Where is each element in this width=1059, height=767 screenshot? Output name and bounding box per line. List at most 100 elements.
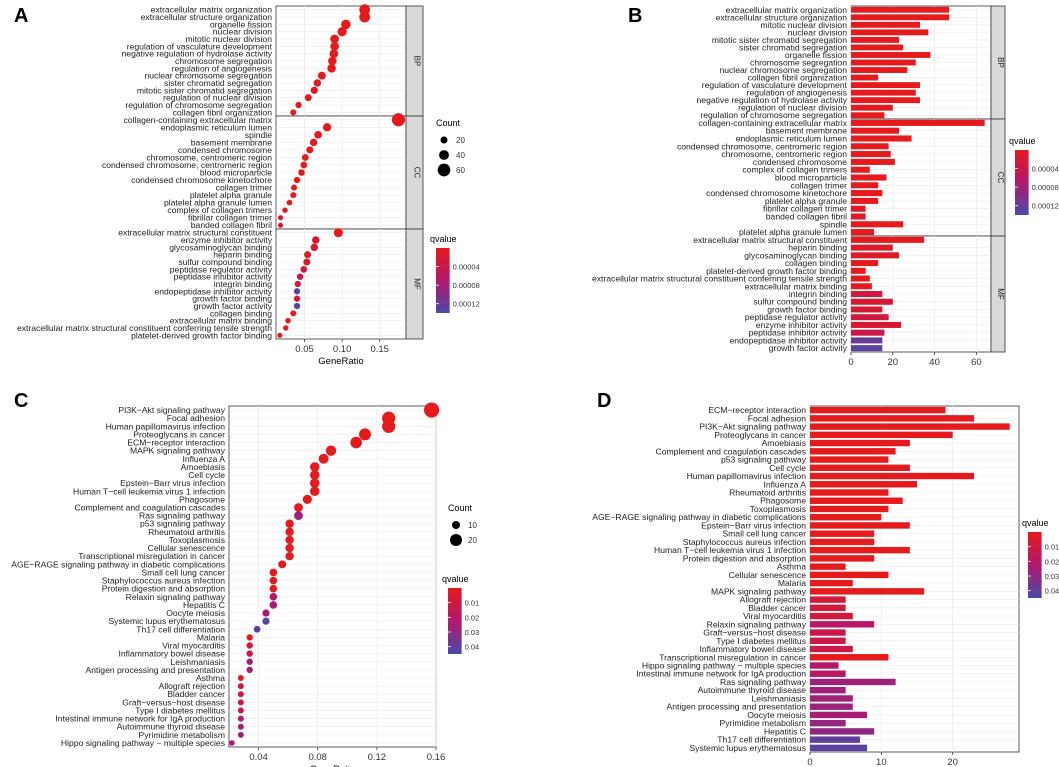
dot-mark: [237, 707, 244, 714]
bar-mark: [810, 670, 846, 677]
bar-mark: [851, 306, 883, 313]
term-label: heparin binding: [213, 250, 272, 260]
term-label: Complement and coagulation cascades: [656, 446, 806, 456]
dot-mark: [285, 317, 291, 324]
term-label: Proteoglycans in cancer: [133, 429, 225, 439]
term-label: endoplasmic reticulum lumen: [736, 134, 848, 144]
term-label: ECM−receptor interaction: [708, 405, 806, 415]
term-label: Systemic lupus erythematosus: [108, 616, 225, 626]
term-label: Systemic lupus erythematosus: [689, 743, 806, 753]
term-label: condensed chromosome: [753, 157, 847, 167]
term-label: ECM−receptor interaction: [127, 438, 225, 448]
term-label: sister chromatid segregation: [739, 42, 847, 52]
term-label: platelet alpha granule: [765, 196, 847, 206]
bar-mark: [810, 637, 846, 644]
bar-mark: [851, 213, 866, 220]
dot-mark: [294, 503, 303, 512]
x-tick-label: 10: [876, 757, 887, 767]
term-label: Ras signaling pathway: [720, 677, 807, 687]
bar-mark: [851, 74, 879, 81]
term-label: nuclear division: [213, 27, 272, 37]
term-label: Hepatitis C: [764, 726, 806, 736]
bar-mark: [810, 456, 889, 463]
dot-mark: [306, 146, 314, 154]
dot-mark: [277, 332, 283, 338]
term-label: Th17 cell differentiation: [717, 735, 806, 745]
dot-mark: [309, 138, 318, 147]
term-label: Oocyte meiosis: [166, 608, 225, 618]
dot-mark: [318, 453, 329, 464]
x-tick-label: 0.15: [370, 344, 389, 355]
term-label: mitotic sister chromatid segregation: [137, 85, 272, 95]
term-label: growth factor binding: [192, 294, 272, 304]
panel-label: C: [14, 390, 28, 412]
bar-mark: [810, 695, 853, 702]
facet-strip-label: MF: [996, 288, 1005, 300]
term-label: complex of collagen trimers: [742, 165, 847, 175]
bar-mark: [810, 711, 868, 719]
term-label: Relaxin signaling pathway: [126, 592, 226, 602]
x-tick-label: 0.05: [295, 344, 314, 355]
dot-mark: [337, 27, 347, 37]
bar-mark: [851, 329, 885, 336]
dot-mark: [293, 288, 301, 295]
x-tick-label: 60: [971, 357, 982, 368]
color-legend-label: 0.01: [1045, 543, 1059, 552]
dot-mark: [333, 228, 343, 238]
dot-mark: [277, 222, 284, 228]
term-label: chromosome segregation: [750, 58, 847, 68]
bar-mark: [851, 119, 985, 126]
dot-mark: [295, 101, 302, 109]
bar-mark: [851, 59, 916, 66]
term-label: extracellular matrix structural constitu…: [118, 228, 272, 238]
panel-label: B: [628, 5, 642, 27]
term-label: Small cell lung cancer: [141, 567, 225, 577]
x-axis-title: GeneRatio: [310, 764, 355, 767]
color-legend-bar: [436, 248, 450, 313]
x-tick-label: 0: [807, 757, 812, 767]
dot-mark: [350, 436, 362, 449]
term-label: chromosome segregation: [175, 56, 272, 66]
bar-mark: [810, 579, 853, 587]
term-label: Focal adhesion: [167, 413, 226, 423]
term-label: collagen binding: [785, 258, 847, 268]
color-legend-label: 0.03: [1045, 572, 1059, 581]
term-label: Phagosome: [760, 496, 806, 506]
bar-mark: [810, 604, 846, 612]
term-label: Ras signaling pathway: [139, 511, 226, 521]
term-label: extracellular matrix structural constitu…: [592, 274, 847, 284]
term-label: growth factor activity: [194, 301, 273, 311]
term-label: Amoebiasis: [181, 462, 225, 472]
bar-mark: [810, 514, 882, 521]
x-tick-label: 40: [929, 357, 940, 368]
term-label: platelet-derived growth factor binding: [706, 266, 847, 276]
dot-mark: [290, 310, 297, 317]
bar-mark: [851, 158, 895, 165]
term-label: collagen binding: [210, 308, 272, 318]
term-label: Small cell lung cancer: [722, 529, 806, 539]
term-label: extracellular structure organization: [716, 12, 848, 22]
facet-cc: collagen-containing extracellular matrix…: [677, 118, 1006, 237]
size-legend-dot: [440, 136, 448, 144]
term-label: fibrillar collagen trimer: [763, 204, 847, 214]
bar-mark: [851, 190, 883, 197]
color-legend-title: qvalue: [1022, 518, 1049, 528]
size-legend-label: 10: [468, 521, 477, 530]
x-tick-label: 20: [888, 357, 899, 368]
dot-mark: [309, 486, 320, 497]
bar-mark: [851, 36, 900, 43]
bar-mark: [851, 337, 883, 344]
term-label: peptidase regulator activity: [745, 312, 848, 322]
dot-mark: [269, 576, 278, 585]
color-legend-label: 0.04: [1045, 587, 1059, 596]
term-label: Allograft rejection: [740, 595, 807, 605]
bar-mark: [851, 52, 931, 58]
bar-mark: [810, 687, 846, 694]
term-label: AGE−RAGE signaling pathway in diabetic c…: [592, 512, 806, 522]
dot-mark: [313, 79, 322, 87]
size-legend-label: 60: [456, 166, 465, 175]
dot-mark: [286, 199, 293, 206]
term-label: condensed chromosome kinetochore: [131, 175, 272, 185]
